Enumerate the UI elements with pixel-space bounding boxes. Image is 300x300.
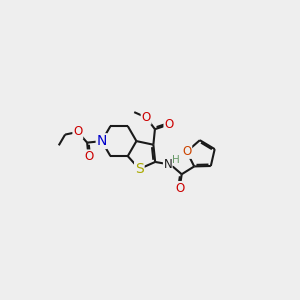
Text: N: N xyxy=(97,134,107,148)
Text: O: O xyxy=(84,150,93,163)
Text: S: S xyxy=(135,162,144,176)
Text: O: O xyxy=(142,111,151,124)
Text: O: O xyxy=(175,182,184,195)
Text: O: O xyxy=(182,145,191,158)
Text: N: N xyxy=(164,158,172,171)
Text: O: O xyxy=(164,118,173,131)
Text: O: O xyxy=(73,125,83,138)
Text: H: H xyxy=(172,155,180,166)
